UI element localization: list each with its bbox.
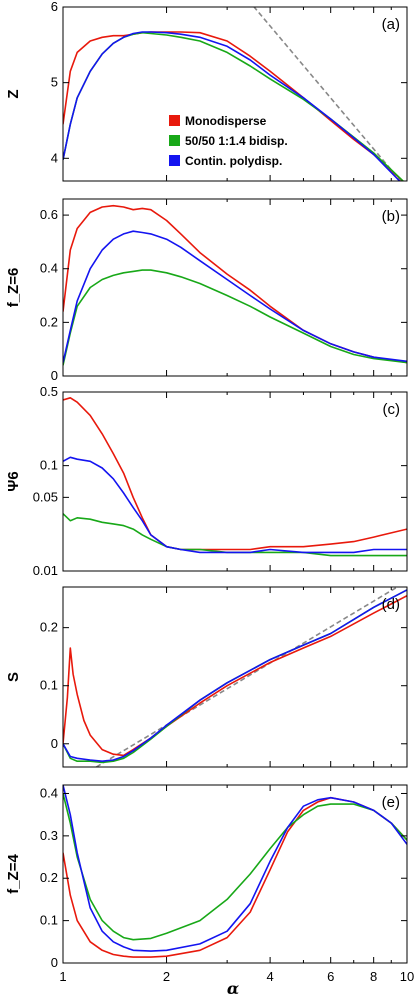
panel-e: 0 0.1 0.2 0.3 0.4 (e) f_Z=4 — [5, 784, 408, 970]
y-tick-label: 0.1 — [40, 678, 58, 693]
plot-frame — [62, 586, 408, 768]
y-tick-label: 0.4 — [40, 261, 58, 276]
y-axis-label: f_Z=6 — [5, 268, 22, 308]
panel-label: (a) — [382, 16, 400, 33]
series-line-poly — [63, 31, 401, 181]
series-line-poly — [63, 785, 407, 952]
y-tick-label: 0.5 — [40, 384, 58, 399]
y-axis-label: Z — [5, 89, 22, 98]
series-line-poly — [63, 456, 407, 554]
series-line-bidisp — [63, 269, 407, 366]
legend-label-mono: Monodisperse — [185, 114, 267, 128]
x-tick-label: 8 — [370, 969, 377, 984]
legend-swatch-poly — [169, 155, 180, 166]
panel-b: 0 0.2 0.4 0.6 (b) f_Z=6 — [5, 198, 408, 383]
panels-layer: 4 5 6 (a) Z 0 0.2 0.4 0.6 (b) f_Z=6 0.01 0.05 0.1 0.5 (… — [5, 0, 414, 984]
panel-label: (c) — [383, 401, 401, 418]
y-tick-label: 0.2 — [40, 314, 58, 329]
y-tick-label: 0.4 — [40, 785, 58, 800]
x-tick-label: 2 — [163, 969, 170, 984]
y-tick-label: 0.2 — [40, 870, 58, 885]
y-tick-label: 0.1 — [40, 913, 58, 928]
y-tick-label: 0.01 — [33, 563, 58, 578]
y-tick-label: 6 — [51, 0, 58, 14]
x-tick-label: 4 — [266, 969, 273, 984]
legend-swatch-bidisp — [169, 135, 180, 146]
series-line-mono — [63, 594, 407, 757]
plot-frame — [62, 6, 408, 182]
y-tick-label: 0.6 — [40, 207, 58, 222]
series-line-mono — [63, 396, 407, 551]
series-line-poly — [63, 589, 407, 763]
legend-label-bidisp: 50/50 1:1.4 bidisp. — [185, 134, 288, 148]
y-tick-label: 0.2 — [40, 620, 58, 635]
y-axis-label: f_Z=4 — [5, 854, 22, 894]
panel-a: 4 5 6 (a) Z — [5, 0, 408, 182]
panel-d: 0 0.1 0.2 (d) S — [5, 586, 408, 768]
y-tick-label: 0.05 — [33, 489, 58, 504]
y-tick-label: 4 — [51, 150, 58, 165]
series-line-mono — [63, 796, 407, 958]
x-tick-label: 6 — [327, 969, 334, 984]
y-tick-label: 0.3 — [40, 828, 58, 843]
y-tick-label: 5 — [51, 75, 58, 90]
series-line-poly — [63, 230, 407, 363]
y-tick-label: 0 — [51, 955, 58, 970]
x-tick-label: 10 — [400, 969, 414, 984]
panel-label: (b) — [382, 208, 400, 225]
legend-swatch-mono — [169, 115, 180, 126]
series-line-bidisp — [63, 589, 407, 764]
panel-label: (e) — [382, 794, 400, 811]
guide-line — [95, 587, 399, 767]
y-tick-label: 0 — [51, 736, 58, 751]
legend: Monodisperse 50/50 1:1.4 bidisp. Contin.… — [169, 114, 288, 168]
panel-c: 0.01 0.05 0.1 0.5 (c) Ψ6 — [5, 384, 408, 578]
y-tick-label: 0.1 — [40, 458, 58, 473]
y-tick-label: 0 — [51, 368, 58, 383]
plot-frame — [62, 198, 408, 377]
x-axis-title: α — [227, 979, 239, 998]
plot-frame — [62, 784, 408, 964]
x-tick-label: 1 — [59, 969, 66, 984]
y-axis-label: S — [5, 672, 22, 682]
series-line-bidisp — [63, 793, 407, 941]
plot-frame — [62, 391, 408, 572]
y-axis-label: Ψ6 — [5, 471, 22, 491]
legend-label-poly: Contin. polydisp. — [185, 154, 282, 168]
panel-label: (d) — [382, 596, 400, 613]
